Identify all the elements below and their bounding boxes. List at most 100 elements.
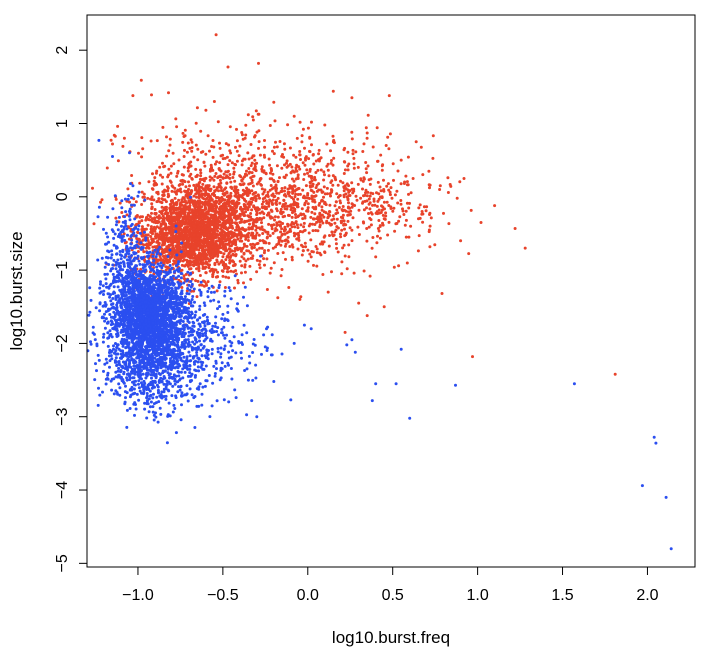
data-point [428, 245, 432, 249]
data-point [183, 264, 187, 268]
data-point [339, 235, 343, 239]
data-point [191, 212, 195, 215]
data-point [157, 226, 161, 230]
data-point [428, 183, 432, 187]
data-point [401, 207, 404, 211]
data-point [365, 131, 369, 135]
data-point [181, 245, 185, 249]
data-point [219, 175, 222, 179]
data-point [339, 232, 342, 236]
data-point [359, 196, 363, 200]
data-point [203, 225, 207, 229]
data-point [268, 177, 272, 181]
data-point [194, 204, 198, 208]
data-point [317, 188, 321, 192]
data-point [155, 265, 159, 269]
data-point [493, 204, 497, 208]
data-point [365, 239, 369, 243]
data-point [185, 201, 189, 205]
data-point [263, 263, 266, 267]
data-point [301, 127, 305, 131]
data-point [311, 222, 314, 226]
data-point [299, 158, 302, 161]
data-point [223, 286, 227, 289]
data-point [459, 239, 463, 243]
data-point [286, 235, 290, 239]
data-point [402, 182, 406, 185]
data-point [225, 155, 229, 159]
data-point [343, 330, 347, 334]
data-point [190, 241, 194, 244]
data-point [241, 188, 245, 192]
data-point [235, 233, 238, 237]
data-point [218, 210, 222, 213]
data-point [202, 179, 206, 183]
data-point [175, 174, 179, 178]
data-point [384, 211, 388, 215]
data-point [231, 252, 235, 256]
data-point [197, 248, 201, 252]
data-point [420, 212, 424, 216]
data-point [284, 173, 288, 177]
data-point [224, 249, 228, 253]
data-point [161, 125, 165, 129]
data-point [254, 109, 258, 113]
data-point [446, 176, 450, 180]
data-point [332, 138, 336, 142]
data-point [198, 223, 202, 227]
data-point [198, 199, 202, 203]
data-point [325, 142, 329, 146]
data-point [221, 176, 225, 180]
data-point [313, 175, 317, 179]
data-point [270, 216, 274, 220]
data-point [187, 180, 190, 184]
data-point [149, 139, 153, 143]
data-point [250, 178, 254, 182]
data-point [382, 305, 386, 309]
data-point [282, 175, 286, 179]
data-point [407, 206, 411, 210]
data-point [169, 171, 173, 175]
data-point [189, 261, 193, 265]
data-point [262, 228, 266, 232]
data-point [196, 254, 200, 258]
data-point [409, 224, 413, 228]
data-point [302, 221, 306, 225]
data-point [226, 254, 230, 258]
data-point [333, 204, 337, 208]
data-point [183, 180, 187, 184]
data-point [243, 270, 247, 274]
data-point [247, 205, 251, 209]
data-point [195, 295, 199, 299]
data-point [347, 255, 351, 259]
data-point [356, 182, 360, 186]
data-point [98, 309, 102, 313]
data-point [228, 159, 232, 163]
data-point [387, 220, 391, 224]
data-point [222, 207, 226, 211]
data-point [177, 210, 181, 214]
data-point [195, 267, 198, 271]
data-point [175, 125, 179, 129]
data-point [221, 157, 225, 161]
data-point [187, 161, 191, 165]
data-point [263, 155, 267, 159]
data-point [185, 279, 189, 283]
data-point [269, 199, 273, 203]
data-point [282, 229, 286, 233]
data-point [329, 222, 333, 226]
data-point [89, 298, 93, 302]
data-point [170, 233, 173, 237]
data-point [168, 260, 171, 264]
data-point [213, 243, 217, 247]
data-point [151, 232, 154, 236]
data-point [214, 248, 218, 252]
data-point [254, 218, 258, 221]
data-point [351, 216, 355, 220]
data-point [144, 246, 148, 250]
data-point [251, 175, 255, 178]
data-point [160, 233, 164, 237]
data-point [158, 173, 162, 177]
data-point [361, 150, 365, 153]
data-point [180, 268, 184, 272]
